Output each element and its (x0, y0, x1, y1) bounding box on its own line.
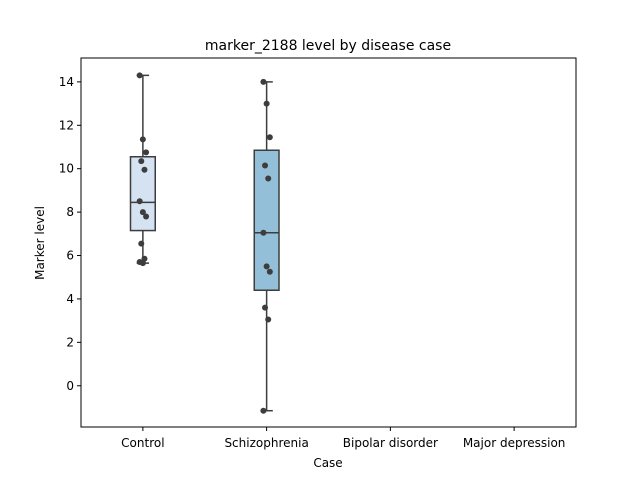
data-point-control (139, 136, 146, 143)
data-point-control (136, 72, 143, 79)
data-point-schizophrenia (266, 268, 273, 275)
chart-title: marker_2188 level by disease case (205, 38, 451, 54)
data-point-control (138, 158, 145, 165)
data-point-schizophrenia (260, 229, 267, 236)
y-tick-label: 10 (59, 162, 74, 176)
y-axis-label: Marker level (33, 206, 47, 280)
plot-area: 0 2 4 6 8 10 12 14 Control Schizophrenia Bipolar d… (59, 57, 577, 450)
data-point-schizophrenia (262, 304, 269, 311)
data-point-schizophrenia (263, 100, 270, 107)
y-tick-label: 12 (59, 118, 74, 132)
box-control (129, 156, 156, 232)
x-tick-label-schizophrenia: Schizophrenia (224, 436, 308, 450)
data-point-schizophrenia (263, 263, 270, 270)
data-point-schizophrenia (260, 78, 267, 85)
data-point-control (139, 260, 146, 267)
x-tick-label-control: Control (121, 436, 164, 450)
data-point-control (141, 166, 148, 173)
x-tick-label-major-depression: Major depression (463, 436, 566, 450)
data-point-schizophrenia (265, 316, 272, 323)
y-tick-label: 8 (66, 205, 74, 219)
data-point-control (143, 213, 150, 220)
data-point-control (139, 209, 146, 216)
data-point-schizophrenia (266, 134, 273, 141)
x-axis-label: Case (313, 456, 342, 470)
data-point-schizophrenia (262, 162, 269, 169)
y-tick-label: 4 (66, 292, 74, 306)
y-tick-label: 2 (66, 335, 74, 349)
data-point-control (136, 198, 143, 205)
data-point-control (143, 149, 150, 156)
y-tick-label: 14 (59, 75, 74, 89)
y-tick-label: 0 (66, 379, 74, 393)
data-point-schizophrenia (265, 175, 272, 182)
data-point-control (138, 240, 145, 247)
axes-frame (80, 57, 577, 428)
data-point-schizophrenia (260, 407, 267, 414)
x-tick-label-bipolar-disorder: Bipolar disorder (343, 436, 438, 450)
y-tick-label: 6 (66, 249, 74, 263)
